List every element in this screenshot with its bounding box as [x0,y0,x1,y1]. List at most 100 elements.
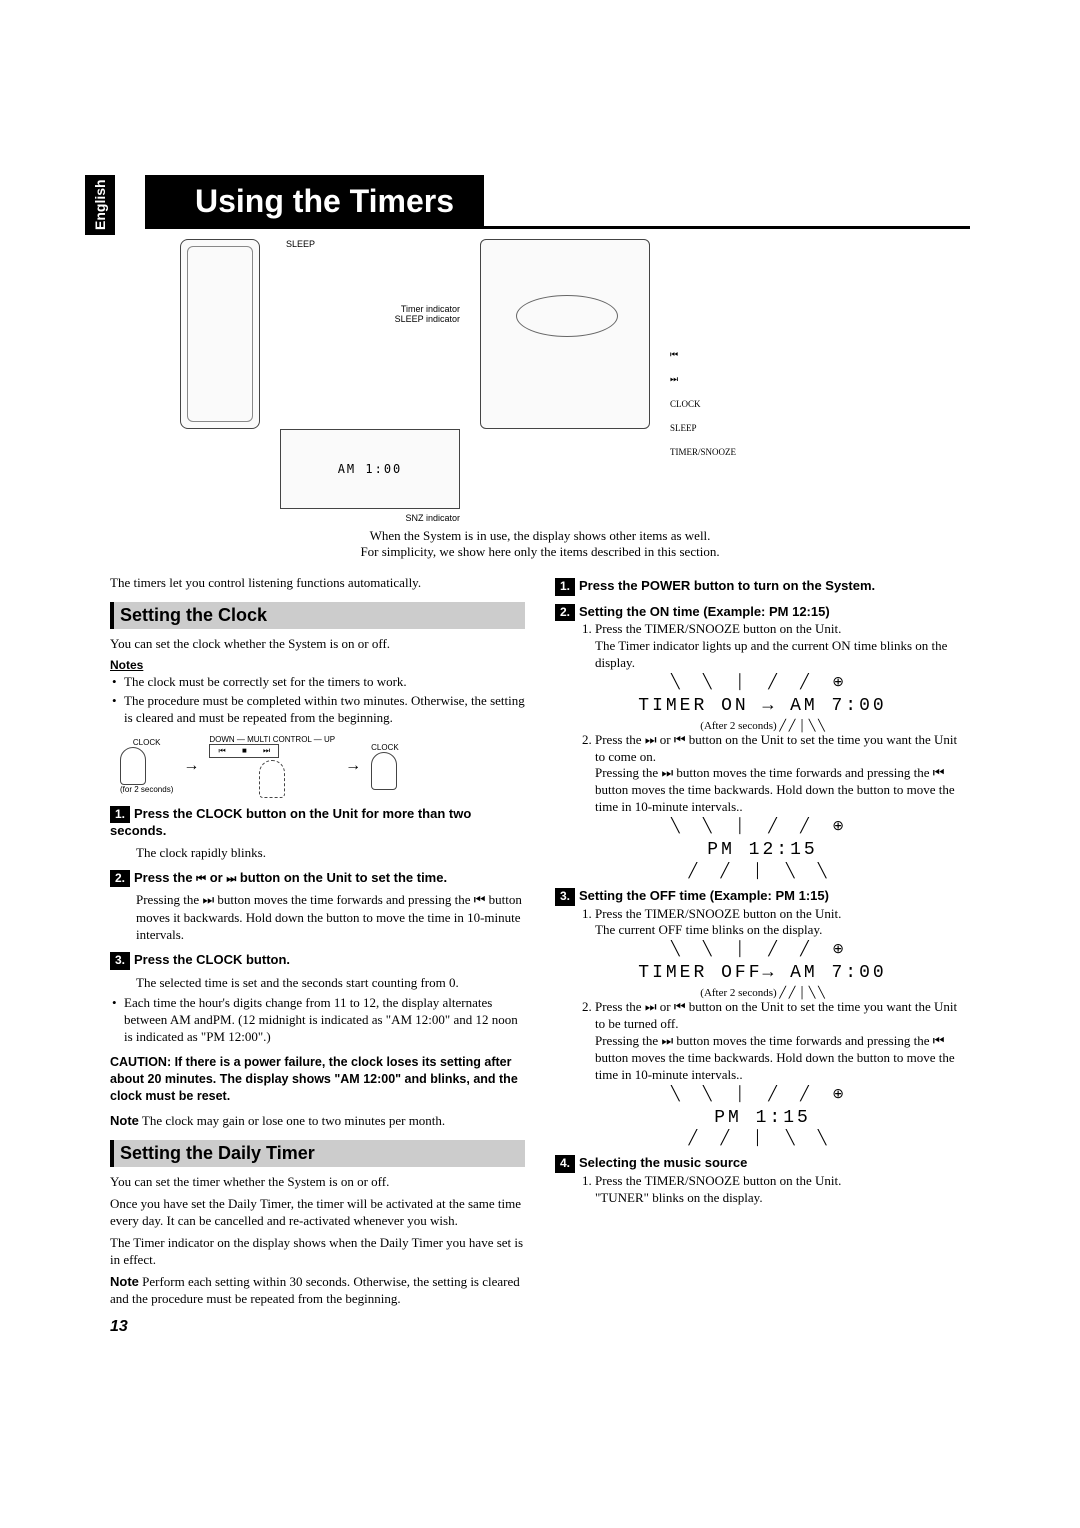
step-num-2: 2. [555,604,575,622]
clock-note-gain: Note The clock may gain or lose one to t… [110,1112,525,1130]
sleep-label: SLEEP [286,239,315,249]
left-column: The timers let you control listening fun… [110,570,525,1336]
r-step3-head: 3.Setting the OFF time (Example: PM 1:15… [555,888,970,906]
mini-clock-r: CLOCK [371,743,399,752]
daily-p3: The Timer indicator on the display shows… [110,1234,525,1269]
r-step1-head: 1. Press the POWER button to turn on the … [555,578,970,596]
clock-label: CLOCK [670,399,736,409]
step-num-1: 1. [555,578,575,596]
r-step2-1a: Press the TIMER/SNOOZE button on the Uni… [595,621,841,636]
prev-icon: ⏮ [196,873,206,885]
clock-step1-head: 1.Press the CLOCK button on the Unit for… [110,806,525,840]
lcd-rays: ╱ ╱ │ ╲ ╲ [555,1130,970,1147]
daily-timer-heading: Setting the Daily Timer [110,1140,525,1167]
note30-text: Perform each setting within 30 seconds. … [110,1274,520,1307]
timer-snooze-label: TIMER/SNOOZE [670,447,736,457]
r-step3-list2: Press the ⏭ or ⏮ button on the Unit to s… [595,999,970,1083]
clock-step1-text: Press the CLOCK button on the Unit for m… [110,806,471,839]
diagram-row: SLEEP Timer indicator SLEEP indicator AM… [180,239,970,523]
r-step2-text: Setting the ON time (Example: PM 12:15) [579,604,830,619]
step-num-3: 3. [555,888,575,906]
r-step4-1: Press the TIMER/SNOOZE button on the Uni… [595,1173,970,1207]
r-step4-head: 4.Selecting the music source [555,1155,970,1173]
r-step2-list: Press the TIMER/SNOOZE button on the Uni… [595,621,970,672]
after2-text: (After 2 seconds) [700,720,776,732]
sleep-indicator-label: SLEEP indicator [395,314,460,324]
arrow-icon: → [345,757,361,775]
s2a: Press the [134,870,196,885]
r-step4-1b: "TUNER" blinks on the display. [595,1190,763,1205]
clock-step2-body: Pressing the ⏭ button moves the time for… [136,891,525,944]
daily-p2: Once you have set the Daily Timer, the t… [110,1195,525,1230]
r-step3-list: Press the TIMER/SNOOZE button on the Uni… [595,906,970,940]
unit-labels: ⏮ ⏭ CLOCK SLEEP TIMER/SNOOZE [670,349,736,523]
lcd-rays: ╲ ╲ │ ╱ ╱ ⊕ [555,818,970,835]
s2b: or [206,870,226,885]
r-step1-text: Press the POWER button to turn on the Sy… [579,578,875,593]
clock-step3-bullets: Each time the hour's digits change from … [110,995,525,1046]
diagram-caption: When the System is in use, the display s… [110,528,970,560]
arrow-icon: → [183,757,199,775]
clock-note-1: The clock must be correctly set for the … [110,674,525,691]
unit-diagram [480,239,650,429]
clock-notes-list: The clock must be correctly set for the … [110,674,525,727]
remote-diagram [180,239,260,429]
display-panel-diagram: AM 1:00 [280,429,460,509]
multi-control-box: ⏮ ■ ⏭ [209,744,279,758]
lcd-rays: ╲ ╲ │ ╱ ╱ ⊕ [555,941,970,958]
r-step3-1a: Press the TIMER/SNOOZE button on the Uni… [595,906,841,921]
r-step2-list2: Press the ⏭ or ⏮ button on the Unit to s… [595,732,970,816]
after-2s-2: (After 2 seconds) ╱ ╱ │ ╲ ╲ [555,986,970,999]
r-step2-head: 2. Setting the ON time (Example: PM 12:15… [555,604,970,622]
step-num-3: 3. [110,952,130,970]
note-gain-text: The clock may gain or lose one to two mi… [142,1113,445,1128]
clock-step1-body: The clock rapidly blinks. [136,844,525,862]
caption-line-2: For simplicity, we show here only the it… [110,544,970,560]
title-block: Using the Timers [145,175,970,229]
mc-next: ⏭ [263,746,270,756]
rays-bot: ╱ ╱ │ ╲ ╲ [779,720,824,732]
lcd-timer-off-a: TIMER OFF→ AM 7:00 [555,964,970,984]
step-num-1: 1. [110,806,130,824]
r-step3-2: Press the ⏭ or ⏮ button on the Unit to s… [595,999,970,1083]
daily-p1: You can set the timer whether the System… [110,1173,525,1191]
hand-icon-dashed [259,760,285,798]
language-tab: English [85,175,115,235]
r-step2-2b: Pressing the ⏭ button moves the time for… [595,765,955,814]
mini-for2: (for 2 seconds) [120,785,173,794]
r-step3-1: Press the TIMER/SNOOZE button on the Uni… [595,906,970,940]
mini-clock-l: CLOCK [120,738,173,747]
r-step2-2a: Press the ⏭ or ⏮ button on the Unit to s… [595,732,957,764]
caption-line-1: When the System is in use, the display s… [110,528,970,544]
r-step4-text: Selecting the music source [579,1155,747,1170]
setting-clock-heading: Setting the Clock [110,602,525,629]
lcd-rays: ╲ ╲ │ ╱ ╱ ⊕ [555,674,970,691]
clock-step3-head: 3.Press the CLOCK button. [110,952,525,970]
intro-text: The timers let you control listening fun… [110,574,525,592]
clock-step3-body2: Each time the hour's digits change from … [110,995,525,1046]
clock-note-2: The procedure must be completed within t… [110,693,525,727]
after2-text: (After 2 seconds) [700,987,776,999]
r-step4-1a: Press the TIMER/SNOOZE button on the Uni… [595,1173,841,1188]
step-num-2: 2. [110,870,130,888]
timer-indicator-label: Timer indicator [401,304,460,314]
hand-icon [120,747,146,785]
sleep-unit-label: SLEEP [670,423,736,433]
right-column: 1. Press the POWER button to turn on the … [555,570,970,1336]
clock-step2-head: 2.Press the ⏮ or ⏭ button on the Unit to… [110,870,525,888]
prev-icon-label: ⏮ [670,349,736,360]
r-step3-2a: Press the ⏭ or ⏮ button on the Unit to s… [595,999,957,1031]
r-step3-2b: Pressing the ⏭ button moves the time for… [595,1033,955,1082]
lcd-rays: ╲ ╲ │ ╱ ╱ ⊕ [555,1086,970,1103]
page-title: Using the Timers [145,175,484,228]
clock-caution: CAUTION: If there is a power failure, th… [110,1054,525,1105]
r-step2-1b: The Timer indicator lights up and the cu… [595,638,947,670]
clock-p1: You can set the clock whether the System… [110,635,525,653]
mc-stop: ■ [242,746,247,755]
page-number: 13 [110,1318,525,1336]
mini-multi: DOWN — MULTI CONTROL — UP [209,735,335,744]
r-step2-2: Press the ⏭ or ⏮ button on the Unit to s… [595,732,970,816]
next-icon-label: ⏭ [670,374,736,385]
mc-prev: ⏮ [218,746,225,756]
snz-indicator-label: SNZ indicator [405,513,460,523]
